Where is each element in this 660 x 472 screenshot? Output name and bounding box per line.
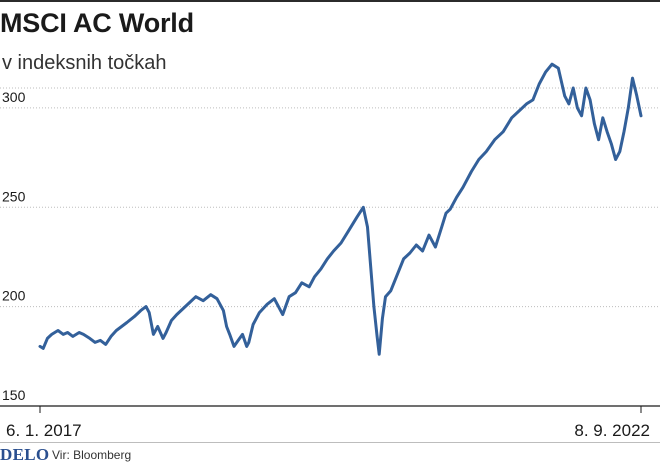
delo-logo: DELO xyxy=(0,445,50,464)
gridlines xyxy=(0,87,660,308)
chart-title: MSCI AC World xyxy=(0,8,194,38)
y-tick-label-200: 200 xyxy=(2,288,26,304)
top-rule xyxy=(0,0,660,2)
x-ticks: 6. 1. 2017 8. 9. 2022 xyxy=(6,406,650,440)
series-line xyxy=(38,62,643,356)
chart-subtitle: v indeksnih točkah xyxy=(2,52,167,74)
y-tick-label-150: 150 xyxy=(2,387,26,403)
line-chart: 150 200 250 300 6. 1. 2017 8. 9. 2022 xyxy=(0,62,660,440)
footer-rule xyxy=(0,442,660,443)
source-note: Vir: Bloomberg xyxy=(52,448,132,462)
x-tick-label-0: 6. 1. 2017 xyxy=(6,421,82,440)
y-tick-labels: 150 200 250 300 xyxy=(2,89,26,403)
x-tick-label-1: 8. 9. 2022 xyxy=(574,421,650,440)
y-tick-label-300: 300 xyxy=(2,89,26,105)
y-tick-label-250: 250 xyxy=(2,188,26,204)
